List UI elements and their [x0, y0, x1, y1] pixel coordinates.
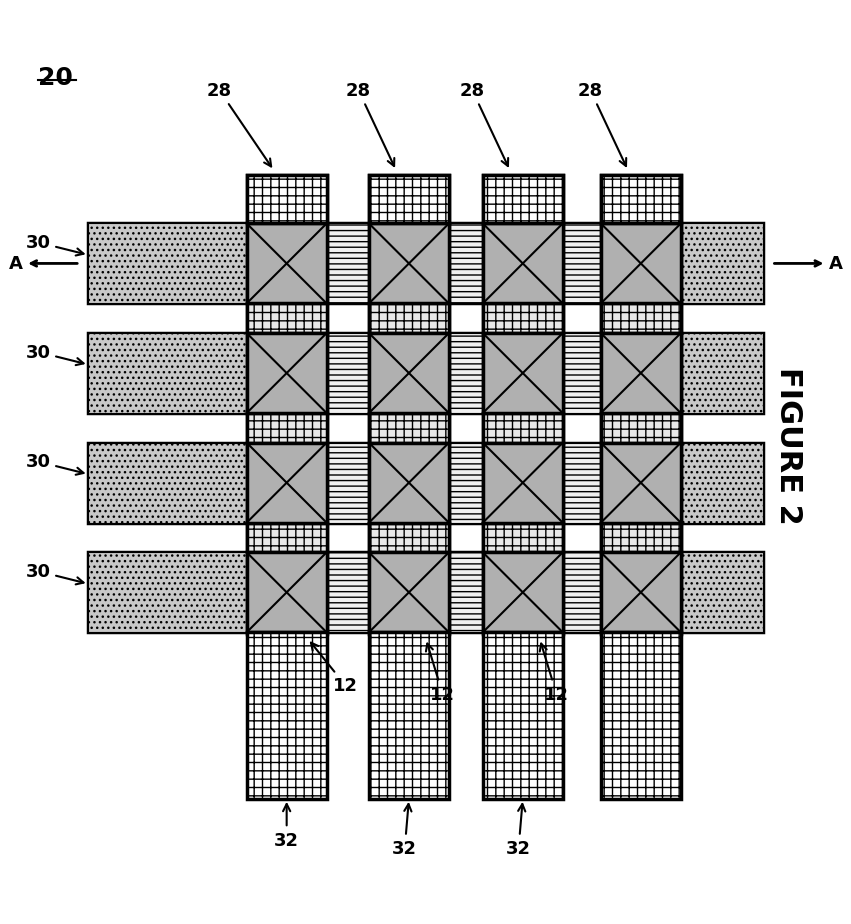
- Bar: [247, 176, 327, 635]
- Bar: [600, 224, 681, 304]
- Bar: [600, 176, 681, 224]
- Bar: [681, 334, 762, 414]
- Bar: [368, 176, 448, 224]
- Bar: [89, 334, 247, 414]
- Bar: [563, 224, 600, 304]
- Bar: [483, 176, 563, 224]
- Bar: [600, 633, 681, 799]
- Bar: [563, 553, 600, 633]
- Bar: [448, 224, 483, 304]
- Text: 28: 28: [577, 81, 625, 166]
- Bar: [483, 633, 563, 799]
- Bar: [600, 334, 681, 414]
- Bar: [368, 334, 448, 414]
- Text: 12: 12: [540, 644, 568, 703]
- Bar: [247, 176, 327, 224]
- Text: 32: 32: [505, 804, 531, 857]
- Text: 30: 30: [26, 234, 83, 256]
- Bar: [247, 334, 327, 414]
- Bar: [600, 553, 681, 633]
- Bar: [681, 553, 762, 633]
- Bar: [483, 553, 563, 633]
- Bar: [448, 334, 483, 414]
- Bar: [327, 443, 368, 523]
- Bar: [600, 443, 681, 523]
- Bar: [247, 414, 327, 443]
- Bar: [247, 304, 327, 334]
- Text: 12: 12: [311, 643, 358, 695]
- Bar: [247, 553, 327, 633]
- Bar: [483, 523, 563, 553]
- Bar: [483, 304, 563, 334]
- Bar: [327, 553, 368, 633]
- Bar: [368, 443, 448, 523]
- Bar: [247, 523, 327, 553]
- Bar: [89, 224, 762, 304]
- Text: 30: 30: [26, 453, 83, 475]
- Text: 20: 20: [38, 66, 72, 90]
- Bar: [368, 553, 448, 633]
- Bar: [247, 224, 327, 304]
- Bar: [483, 176, 563, 635]
- Text: 32: 32: [392, 804, 417, 857]
- Bar: [681, 443, 762, 523]
- Bar: [563, 443, 600, 523]
- Bar: [89, 334, 762, 414]
- Bar: [448, 553, 483, 633]
- Bar: [368, 523, 448, 553]
- Text: 30: 30: [26, 563, 83, 585]
- Bar: [600, 414, 681, 443]
- Bar: [448, 443, 483, 523]
- Bar: [89, 553, 762, 633]
- Bar: [483, 443, 563, 523]
- Bar: [681, 224, 762, 304]
- Bar: [600, 304, 681, 334]
- Text: A: A: [828, 255, 842, 273]
- Bar: [483, 224, 563, 304]
- Bar: [89, 553, 247, 633]
- Bar: [89, 224, 247, 304]
- Bar: [600, 176, 681, 635]
- Bar: [368, 633, 448, 799]
- Bar: [368, 224, 448, 304]
- Text: 28: 28: [460, 81, 508, 166]
- Text: FIGURE 2: FIGURE 2: [774, 366, 802, 524]
- Bar: [483, 414, 563, 443]
- Bar: [483, 334, 563, 414]
- Bar: [247, 443, 327, 523]
- Bar: [327, 334, 368, 414]
- Text: 12: 12: [426, 644, 454, 703]
- Bar: [89, 443, 762, 523]
- Text: 28: 28: [346, 81, 394, 166]
- Bar: [368, 176, 448, 635]
- Bar: [563, 334, 600, 414]
- Text: A: A: [9, 255, 23, 273]
- Bar: [89, 443, 247, 523]
- Bar: [368, 414, 448, 443]
- Bar: [247, 633, 327, 799]
- Bar: [600, 523, 681, 553]
- Text: 28: 28: [207, 81, 271, 167]
- Text: 30: 30: [26, 344, 83, 366]
- Bar: [327, 224, 368, 304]
- Bar: [368, 304, 448, 334]
- Text: 32: 32: [274, 804, 299, 849]
